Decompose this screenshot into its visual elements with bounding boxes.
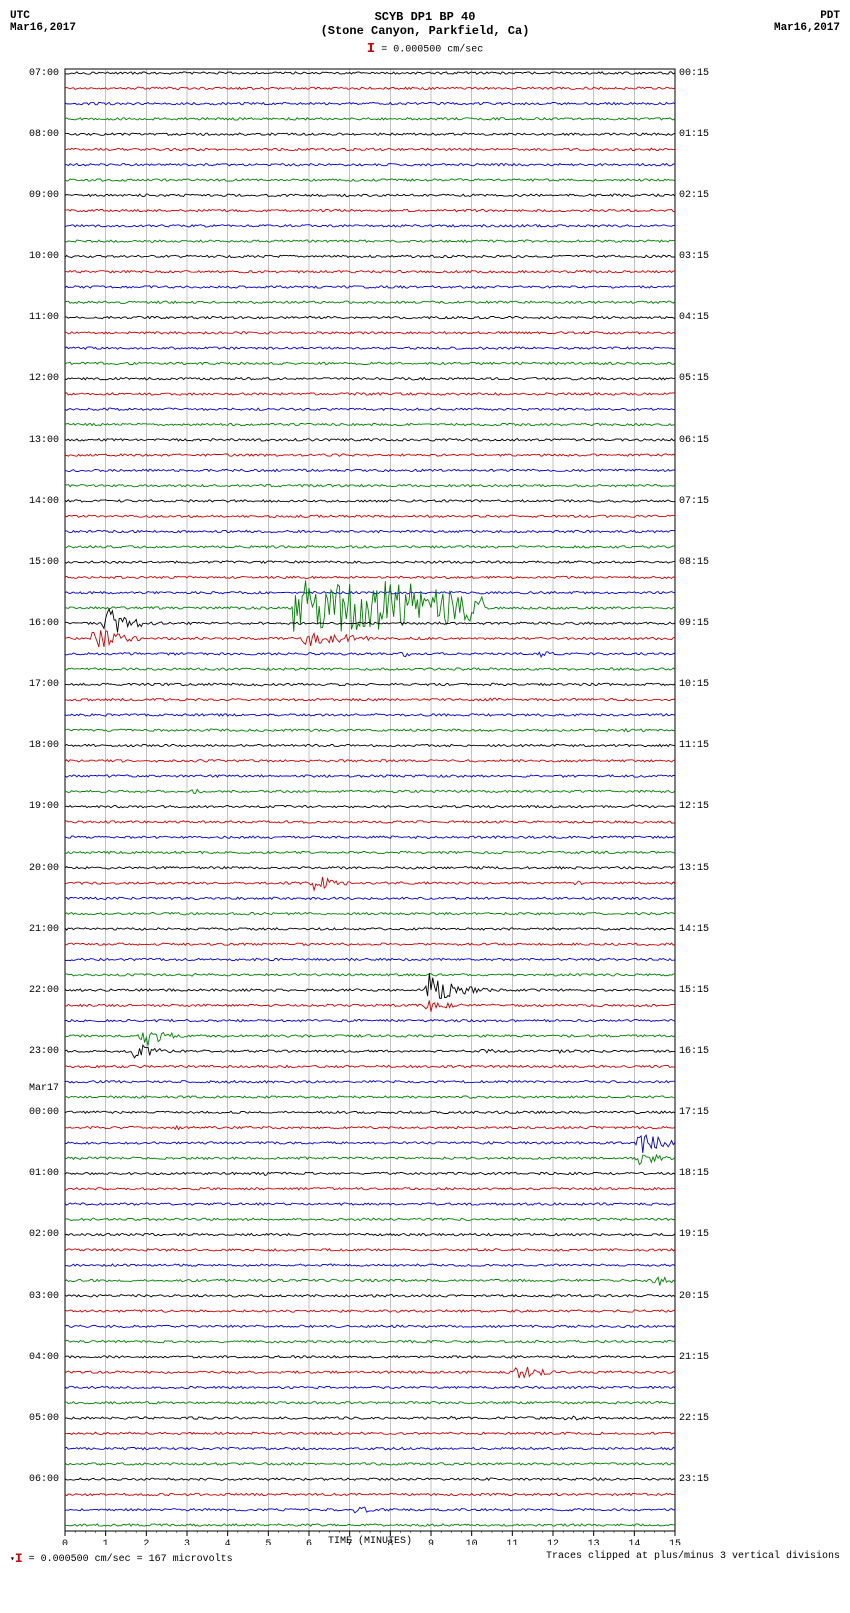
svg-text:6: 6 (306, 1539, 312, 1545)
utc-time-label: 19:00 (29, 801, 59, 812)
utc-time-label: 07:00 (29, 68, 59, 79)
utc-time-label: 20:00 (29, 863, 59, 874)
pdt-time-label: 10:15 (679, 679, 709, 690)
utc-time-label: 03:00 (29, 1291, 59, 1302)
svg-text:13: 13 (588, 1539, 600, 1545)
svg-text:1: 1 (103, 1539, 109, 1545)
utc-time-label: 22:00 (29, 985, 59, 996)
utc-time-label: 11:00 (29, 312, 59, 323)
utc-time-label: 06:00 (29, 1474, 59, 1485)
pdt-time-label: 18:15 (679, 1168, 709, 1179)
pdt-time-label: 23:15 (679, 1474, 709, 1485)
tz-right: PDT (774, 10, 840, 22)
pdt-time-label: 13:15 (679, 863, 709, 874)
utc-time-label: 12:00 (29, 373, 59, 384)
title-line2: (Stone Canyon, Parkfield, Ca) (321, 24, 530, 38)
utc-time-label: Mar17 (29, 1083, 59, 1094)
pdt-time-label: 08:15 (679, 557, 709, 568)
svg-text:TIME (MINUTES): TIME (MINUTES) (328, 1535, 412, 1545)
svg-text:2: 2 (143, 1539, 149, 1545)
utc-time-label: 15:00 (29, 557, 59, 568)
pdt-time-label: 15:15 (679, 985, 709, 996)
footer-left: ▾I = 0.000500 cm/sec = 167 microvolts (10, 1551, 233, 1566)
svg-text:10: 10 (466, 1539, 478, 1545)
svg-text:3: 3 (184, 1539, 190, 1545)
utc-time-label: 17:00 (29, 679, 59, 690)
pdt-time-label: 16:15 (679, 1046, 709, 1057)
svg-text:5: 5 (265, 1539, 271, 1545)
pdt-time-label: 00:15 (679, 68, 709, 79)
svg-text:12: 12 (547, 1539, 559, 1545)
utc-time-label: 10:00 (29, 251, 59, 262)
pdt-time-label: 04:15 (679, 312, 709, 323)
pdt-time-label: 09:15 (679, 618, 709, 629)
pdt-time-label: 01:15 (679, 129, 709, 140)
svg-text:14: 14 (628, 1539, 640, 1545)
utc-time-label: 04:00 (29, 1352, 59, 1363)
pdt-time-label: 20:15 (679, 1291, 709, 1302)
title-line1: SCYB DP1 BP 40 (321, 10, 530, 24)
utc-time-label: 13:00 (29, 435, 59, 446)
utc-time-label: 16:00 (29, 618, 59, 629)
pdt-time-label: 05:15 (679, 373, 709, 384)
utc-time-label: 05:00 (29, 1413, 59, 1424)
utc-time-label: 23:00 (29, 1046, 59, 1057)
utc-time-label: 00:00 (29, 1107, 59, 1118)
utc-time-label: 08:00 (29, 129, 59, 140)
pdt-time-label: 06:15 (679, 435, 709, 446)
svg-text:9: 9 (428, 1539, 434, 1545)
pdt-time-label: 12:15 (679, 801, 709, 812)
pdt-time-label: 21:15 (679, 1352, 709, 1363)
utc-time-label: 02:00 (29, 1229, 59, 1240)
seismogram-plot: 07:00 08:00 09:00 10:00 11:00 12:00 13:00 14:00… (10, 65, 730, 1545)
pdt-time-label: 11:15 (679, 740, 709, 751)
utc-time-label: 09:00 (29, 190, 59, 201)
utc-time-label: 01:00 (29, 1168, 59, 1179)
tz-left: UTC (10, 10, 76, 22)
svg-text:4: 4 (225, 1539, 231, 1545)
utc-time-label: 21:00 (29, 924, 59, 935)
scale-indicator: I = 0.000500 cm/sec (10, 41, 840, 57)
date-right: Mar16,2017 (774, 22, 840, 34)
pdt-time-label: 02:15 (679, 190, 709, 201)
pdt-time-label: 22:15 (679, 1413, 709, 1424)
pdt-time-label: 14:15 (679, 924, 709, 935)
utc-time-label: 18:00 (29, 740, 59, 751)
footer-right: Traces clipped at plus/minus 3 vertical … (546, 1551, 840, 1566)
date-left: Mar16,2017 (10, 22, 76, 34)
utc-time-label: 14:00 (29, 496, 59, 507)
pdt-time-label: 19:15 (679, 1229, 709, 1240)
svg-text:0: 0 (62, 1539, 68, 1545)
svg-text:11: 11 (506, 1539, 518, 1545)
pdt-time-label: 03:15 (679, 251, 709, 262)
pdt-time-label: 07:15 (679, 496, 709, 507)
pdt-time-label: 17:15 (679, 1107, 709, 1118)
